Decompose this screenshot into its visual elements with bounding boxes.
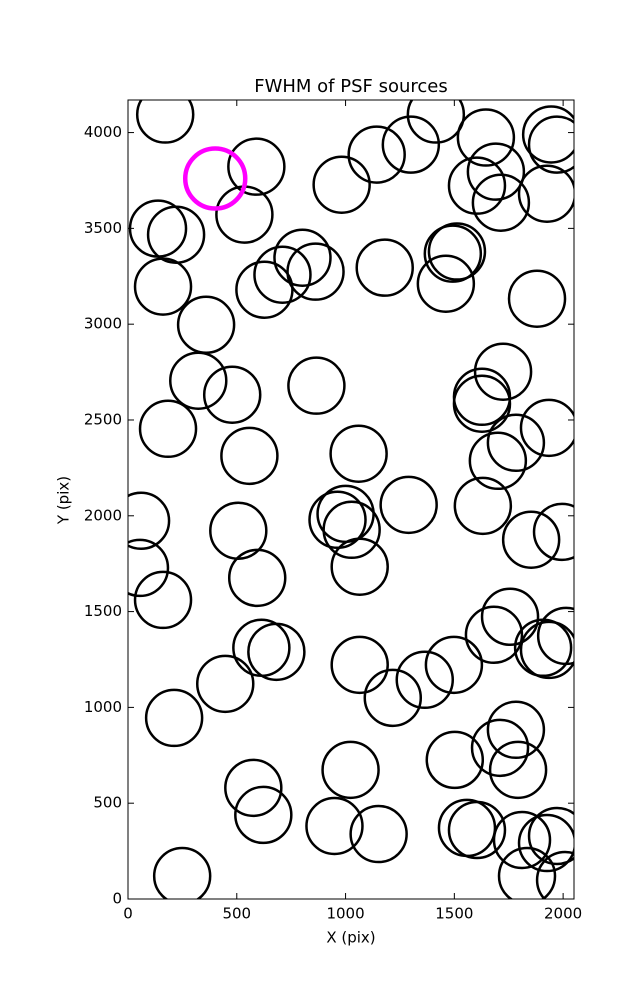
y-tick-label: 3500 [84, 219, 122, 237]
source-marker [447, 156, 507, 215]
source-marker [322, 500, 381, 560]
source-marker [135, 100, 195, 144]
source-marker [424, 635, 484, 695]
source-marker [312, 155, 371, 214]
source-marker [425, 730, 485, 790]
source-marker [517, 164, 574, 223]
source-marker [447, 800, 507, 860]
source-marker [453, 476, 513, 536]
source-marker [220, 426, 279, 486]
source-marker [497, 846, 557, 899]
source-marker [152, 846, 212, 899]
source-marker [416, 254, 476, 314]
source-marker [521, 105, 574, 164]
plot-area [128, 100, 574, 899]
source-marker [169, 351, 228, 410]
source-marker [501, 510, 561, 569]
source-marker [527, 806, 574, 866]
source-marker [330, 537, 389, 597]
source-marker [227, 548, 287, 608]
source-marker [133, 570, 193, 630]
source-marker [456, 108, 516, 167]
source-marker [427, 222, 487, 281]
source-marker [128, 491, 171, 551]
source-marker [349, 804, 408, 864]
source-marker [253, 245, 312, 304]
y-tick-label: 1000 [84, 698, 122, 716]
source-marker [488, 740, 548, 800]
source-marker [423, 224, 483, 283]
source-marker [486, 413, 546, 473]
source-marker [321, 740, 380, 800]
axes-frame [127, 99, 575, 900]
x-tick-label: 1000 [326, 905, 364, 923]
source-marker [473, 342, 533, 401]
x-axis-label: X (pix) [326, 929, 375, 947]
y-tick-label: 4000 [84, 123, 122, 141]
source-marker [286, 242, 345, 301]
x-tick-label: 0 [123, 905, 133, 923]
source-marker [195, 654, 255, 714]
source-marker [470, 718, 530, 778]
y-axis-label: Y (pix) [55, 476, 73, 525]
x-tick-label: 1500 [435, 905, 473, 923]
source-marker [532, 502, 574, 562]
source-marker [138, 399, 198, 459]
source-marker [202, 365, 262, 424]
x-tick-label: 2000 [544, 905, 582, 923]
y-tick-label: 500 [93, 794, 122, 812]
source-marker [329, 424, 388, 483]
source-marker [406, 100, 466, 144]
source-marker [235, 260, 294, 319]
source-marker [347, 125, 406, 184]
source-marker [224, 758, 283, 818]
source-marker [234, 785, 293, 845]
source-marker [247, 622, 306, 682]
highlight-marker [182, 146, 248, 211]
y-tick-label: 1500 [84, 602, 122, 620]
source-marker [519, 398, 574, 458]
source-marker [486, 700, 546, 760]
source-marker [492, 810, 552, 870]
source-marker [466, 142, 526, 201]
source-marker [517, 813, 574, 873]
source-marker [144, 688, 204, 748]
source-marker [527, 115, 574, 174]
source-marker [381, 115, 441, 174]
source-marker [330, 635, 389, 695]
source-marker [468, 431, 528, 491]
source-marker [507, 269, 567, 328]
source-marker [536, 606, 574, 666]
source-marker [395, 650, 455, 710]
y-tick-label: 3000 [84, 315, 122, 333]
source-marker [480, 587, 540, 647]
source-marker [519, 620, 574, 680]
source-marker [305, 796, 364, 856]
source-marker [535, 850, 574, 899]
source-marker [287, 356, 346, 415]
source-marker [355, 238, 414, 297]
source-marker [379, 475, 438, 535]
chart-title: FWHM of PSF sources [254, 76, 448, 97]
source-marker [363, 668, 423, 728]
source-marker [471, 173, 531, 232]
source-marker [273, 228, 332, 287]
source-marker [464, 605, 524, 665]
y-tick-label: 0 [112, 890, 122, 908]
source-marker [133, 257, 193, 316]
source-marker [128, 538, 170, 598]
source-marker [227, 137, 286, 196]
x-tick-label: 500 [222, 905, 251, 923]
y-tick-label: 2500 [84, 410, 122, 428]
source-marker [452, 374, 512, 433]
y-tick-label: 2000 [84, 506, 122, 524]
